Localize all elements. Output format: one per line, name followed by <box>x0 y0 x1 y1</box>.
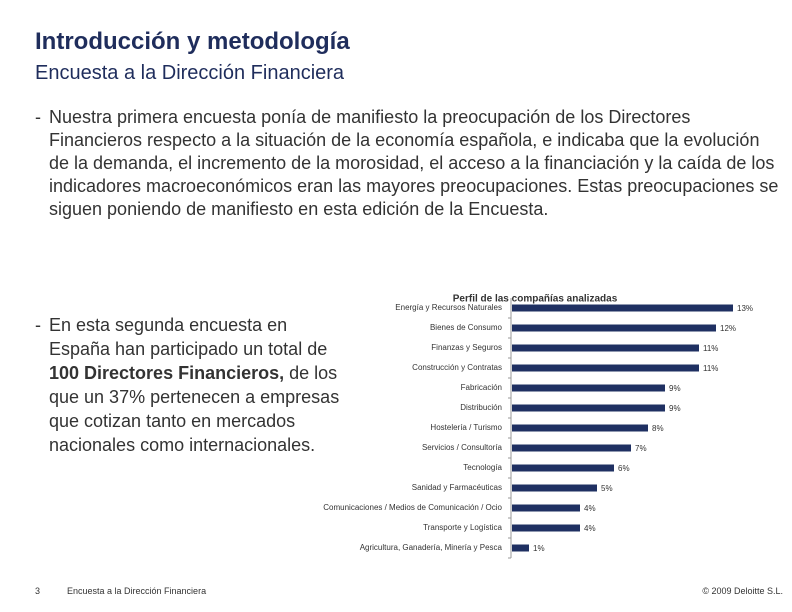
bar <box>512 404 665 412</box>
category-label: Finanzas y Seguros <box>431 343 502 352</box>
value-label: 8% <box>652 424 664 433</box>
bar <box>512 524 580 532</box>
category-label: Transporte y Logística <box>423 523 502 532</box>
bar <box>512 344 699 352</box>
category-label: Tecnología <box>463 463 502 472</box>
value-label: 13% <box>737 304 753 313</box>
bar <box>512 304 733 312</box>
bar <box>512 364 699 372</box>
paragraph: - Nuestra primera encuesta ponía de manif… <box>35 106 784 221</box>
bar <box>512 464 614 472</box>
bar <box>512 324 716 332</box>
value-label: 9% <box>669 384 681 393</box>
value-label: 4% <box>584 524 596 533</box>
category-label: Sanidad y Farmacéuticas <box>412 483 502 492</box>
value-label: 7% <box>635 444 647 453</box>
bar <box>512 504 580 512</box>
category-label: Energía y Recursos Naturales <box>395 303 502 312</box>
paragraph: - En esta segunda encuesta en España han … <box>35 313 349 457</box>
category-label: Distribución <box>460 403 502 412</box>
chart-title: Perfil de las compañías analizadas <box>453 294 618 305</box>
category-label: Bienes de Consumo <box>430 323 503 332</box>
title: Introducción y metodología <box>35 28 350 55</box>
value-label: 1% <box>533 544 545 553</box>
category-label: Comunicaciones / Medios de Comunicación … <box>323 503 502 512</box>
page-number: 3 <box>35 586 41 596</box>
value-label: 11% <box>703 344 718 353</box>
paragraph-text: de los que un 37% pertenecen a empresas … <box>49 363 340 455</box>
bold-text: 100 Directores Financieros, <box>49 363 285 383</box>
bar <box>512 444 631 452</box>
value-label: 9% <box>669 404 681 413</box>
bar <box>512 424 648 432</box>
bar <box>512 384 665 392</box>
category-label: Fabricación <box>461 383 502 392</box>
copyright: © 2009 Deloitte S.L. <box>702 586 783 596</box>
value-label: 12% <box>720 324 736 333</box>
category-label: Servicios / Consultoría <box>422 443 503 452</box>
paragraph-text: En esta segunda encuesta en España han p… <box>49 315 328 359</box>
category-label: Construcción y Contratas <box>412 363 502 372</box>
value-label: 5% <box>601 484 613 493</box>
bullet: - <box>35 315 41 335</box>
category-label: Agricultura, Ganadería, Minería y Pesca <box>360 543 503 552</box>
footer-title: Encuesta a la Dirección Financiera <box>67 586 207 596</box>
value-label: 6% <box>618 464 630 473</box>
bullet: - <box>35 107 41 127</box>
bar <box>512 544 529 552</box>
subtitle: Encuesta a la Dirección Financiera <box>35 62 345 84</box>
paragraph-text: Nuestra primera encuesta ponía de manifi… <box>49 107 779 219</box>
category-label: Hostelería / Turismo <box>430 423 502 432</box>
value-label: 11% <box>703 364 718 373</box>
value-label: 4% <box>584 504 596 513</box>
bar <box>512 484 597 492</box>
